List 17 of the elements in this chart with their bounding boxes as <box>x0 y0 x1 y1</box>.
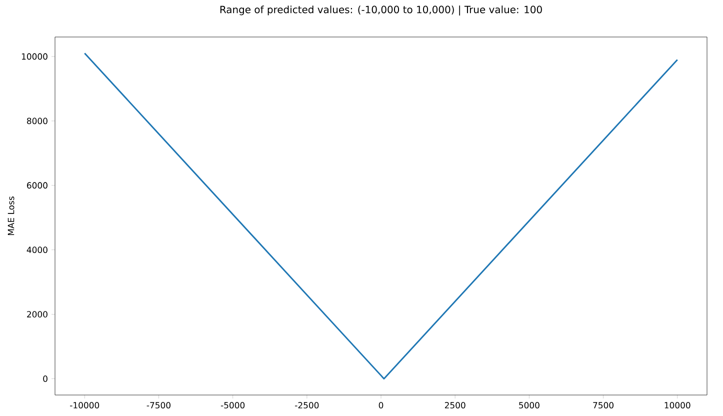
y-tick-label: 6000 <box>27 182 48 189</box>
x-tick-label: -2500 <box>295 402 319 408</box>
y-tick-label: 0 <box>43 376 48 382</box>
x-tick-label: -7500 <box>146 402 170 408</box>
y-tick-label: 2000 <box>27 311 48 318</box>
y-axis-title: MAE Loss <box>8 196 14 236</box>
x-tick-label: -10000 <box>70 402 100 408</box>
y-tick-label: 10000 <box>22 53 48 60</box>
x-tick-label: -5000 <box>220 402 245 408</box>
chart-title: Range of predicted values: (-10,000 to 10,000) | True value: 100 <box>220 6 542 16</box>
x-tick-label: 2500 <box>444 402 466 408</box>
x-tick-label: 0 <box>378 402 384 408</box>
x-tick-label: 5000 <box>519 402 540 408</box>
y-tick-label: 4000 <box>26 246 48 254</box>
x-tick-label: 7500 <box>593 402 614 408</box>
y-tick-label: 8000 <box>27 118 48 124</box>
x-tick-label: 10000 <box>664 402 690 408</box>
